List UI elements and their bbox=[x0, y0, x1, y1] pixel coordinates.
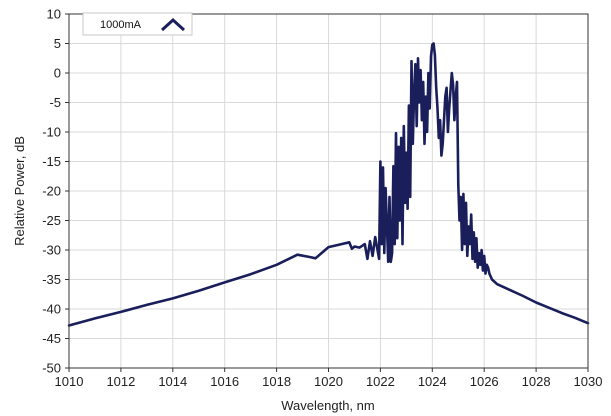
series-layer bbox=[67, 42, 590, 327]
x-tick-label: 1012 bbox=[106, 374, 135, 389]
x-tick-label: 1022 bbox=[366, 374, 395, 389]
grid-lines bbox=[68, 13, 589, 369]
y-tick-label: 10 bbox=[47, 7, 61, 22]
y-tick-label: -10 bbox=[42, 125, 61, 140]
x-tick-label: 1018 bbox=[262, 374, 291, 389]
x-tick-label: 1030 bbox=[574, 374, 603, 389]
y-tick-label: 0 bbox=[54, 66, 61, 81]
x-tick-label: 1028 bbox=[522, 374, 551, 389]
y-tick-label: -40 bbox=[42, 302, 61, 317]
y-tick-label: -50 bbox=[42, 361, 61, 376]
plot-frame bbox=[68, 13, 589, 369]
x-tick-labels: 1010 1012 1014 1016 1018 1020 1022 1024 1026 1028… bbox=[55, 368, 603, 389]
x-tick-label: 1020 bbox=[314, 374, 343, 389]
y-tick-label: -35 bbox=[42, 272, 61, 287]
x-axis-title: Wavelength, nm bbox=[281, 398, 374, 413]
y-axis-title: Relative Power, dB bbox=[12, 136, 27, 246]
y-tick-label: -45 bbox=[42, 331, 61, 346]
x-tick-label: 1016 bbox=[210, 374, 239, 389]
y-tick-labels: 10 5 0 -5 -10 -15 -20 -25 -30 -35 -40 -45 -50 bbox=[42, 7, 69, 376]
legend-swatch-line bbox=[160, 17, 186, 32]
x-tick-label: 1014 bbox=[158, 374, 187, 389]
x-tick-label: 1026 bbox=[470, 374, 499, 389]
y-tick-label: 5 bbox=[54, 36, 61, 51]
x-tick-label: 1010 bbox=[55, 374, 84, 389]
series-line-0 bbox=[67, 42, 590, 327]
y-tick-label: -25 bbox=[42, 213, 61, 228]
y-tick-label: -20 bbox=[42, 184, 61, 199]
legend-label: 1000mA bbox=[100, 19, 142, 31]
legend: 1000mA bbox=[82, 12, 193, 36]
y-tick-label: -5 bbox=[49, 95, 61, 110]
y-tick-label: -15 bbox=[42, 154, 61, 169]
y-tick-label: -30 bbox=[42, 243, 61, 258]
x-tick-label: 1024 bbox=[418, 374, 447, 389]
